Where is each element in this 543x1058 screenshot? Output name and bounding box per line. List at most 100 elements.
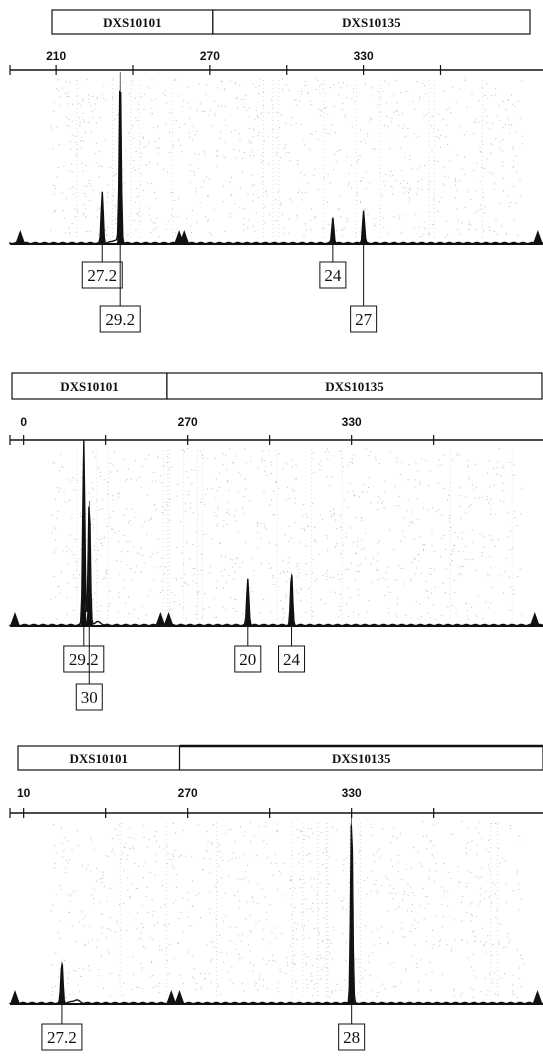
background-speckle: [262, 938, 264, 940]
background-speckle: [58, 585, 60, 587]
background-speckle: [248, 128, 250, 130]
background-speckle: [184, 510, 186, 512]
background-speckle: [280, 114, 282, 116]
background-speckle: [112, 97, 114, 99]
background-speckle: [327, 174, 329, 176]
size-axis: 210 270 330: [9, 49, 543, 75]
background-speckle: [253, 155, 255, 157]
background-speckle: [304, 530, 306, 532]
background-speckle: [157, 153, 159, 155]
background-speckle: [443, 454, 444, 456]
background-speckle: [99, 165, 101, 167]
background-speckle: [119, 975, 121, 977]
background-speckle: [189, 181, 191, 183]
background-speckle: [146, 533, 148, 535]
background-speckle: [96, 946, 97, 948]
background-speckle: [222, 463, 224, 465]
background-speckle: [374, 224, 375, 226]
background-speckle: [305, 545, 307, 547]
background-speckle: [126, 508, 128, 510]
background-speckle: [187, 916, 189, 918]
background-speckle: [303, 928, 305, 930]
background-speckle: [269, 904, 271, 906]
background-speckle: [97, 939, 99, 941]
background-speckle: [123, 514, 124, 516]
background-speckle: [202, 457, 204, 459]
background-speckle: [261, 460, 263, 462]
background-speckle: [244, 831, 246, 833]
background-speckle: [189, 164, 191, 166]
background-speckle: [321, 83, 323, 85]
background-speckle: [100, 955, 102, 957]
background-speckle: [488, 226, 490, 228]
background-speckle: [511, 103, 513, 105]
background-speckle: [334, 519, 336, 521]
background-speckle: [302, 912, 304, 914]
background-speckle: [301, 830, 303, 832]
background-speckle: [389, 963, 391, 965]
background-speckle: [499, 500, 501, 502]
background-speckle: [245, 94, 247, 96]
background-speckle: [163, 465, 165, 467]
background-speckle: [308, 937, 310, 939]
background-speckle: [461, 538, 463, 540]
background-speckle: [454, 939, 456, 941]
background-speckle: [433, 569, 435, 571]
marker-box: [166, 372, 543, 400]
background-speckle: [366, 491, 368, 493]
background-speckle: [460, 518, 462, 520]
background-speckle: [451, 560, 453, 561]
background-speckle: [67, 582, 69, 584]
background-speckle: [346, 909, 348, 910]
background-speckle: [211, 538, 213, 540]
background-speckle: [264, 896, 266, 898]
background-speckle: [408, 525, 410, 527]
background-speckle: [234, 563, 236, 565]
background-speckle: [206, 488, 208, 490]
background-speckle: [514, 474, 516, 476]
background-speckle: [91, 839, 93, 841]
background-speckle: [305, 964, 307, 966]
background-speckle: [170, 214, 172, 216]
background-speckle: [98, 969, 100, 971]
background-speckle: [201, 869, 203, 871]
background-speckle: [257, 532, 259, 534]
background-speckle: [251, 185, 253, 187]
background-speckle: [512, 146, 513, 148]
background-speckle: [368, 955, 370, 957]
background-speckle: [398, 495, 400, 497]
background-speckle: [275, 862, 277, 864]
background-speckle: [466, 942, 468, 943]
background-speckle: [173, 957, 175, 959]
background-speckle: [236, 97, 238, 99]
background-speckle: [243, 229, 245, 231]
background-speckle: [206, 831, 208, 833]
background-speckle: [222, 453, 224, 455]
background-speckle: [147, 182, 149, 184]
background-speckle: [53, 824, 54, 825]
background-speckle: [128, 596, 129, 598]
background-speckle: [128, 522, 129, 523]
background-speckle: [322, 574, 324, 576]
background-speckle: [209, 871, 211, 873]
background-speckle: [372, 989, 374, 991]
background-speckle: [119, 574, 121, 576]
background-speckle: [187, 899, 189, 901]
background-speckle: [140, 156, 142, 158]
background-speckle: [441, 926, 443, 928]
background-speckle: [239, 187, 241, 189]
background-speckle: [196, 222, 198, 224]
background-speckle: [129, 848, 131, 850]
background-speckle: [518, 967, 520, 969]
background-speckle: [287, 962, 288, 964]
background-speckle: [141, 605, 143, 607]
background-speckle: [283, 232, 284, 234]
background-speckle: [81, 463, 83, 465]
background-speckle: [60, 453, 62, 455]
background-speckle: [331, 124, 333, 126]
background-speckle: [336, 150, 338, 152]
background-speckle: [490, 143, 492, 145]
background-speckle: [248, 116, 250, 118]
background-speckle: [175, 79, 177, 81]
background-speckle: [425, 114, 427, 116]
